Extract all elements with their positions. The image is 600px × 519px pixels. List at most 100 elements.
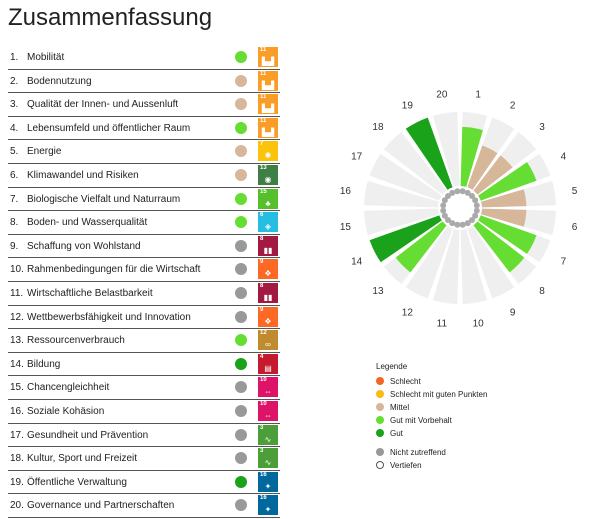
radar-segment-bg	[369, 153, 442, 201]
sdg-number: 4	[260, 353, 264, 360]
radar-bar-3	[473, 155, 513, 195]
water-icon: ◈	[264, 222, 272, 232]
radar-segment-bg	[364, 180, 439, 208]
criterion-name: Boden- und Wasserqualität	[27, 217, 148, 229]
legend-item: Gut mit Vorbehalt	[376, 415, 576, 428]
legend-label: Gut mit Vorbehalt	[390, 416, 452, 425]
heartbeat-icon: ∿	[264, 434, 272, 444]
legend-item: Nicht zutreffend	[376, 447, 576, 460]
sdg-badge: 4 ▤	[258, 353, 278, 374]
criterion-number: 3.	[10, 99, 19, 111]
legend-item: Gut	[376, 428, 576, 441]
sdg-number: 11	[260, 47, 267, 53]
rating-dot	[235, 286, 247, 299]
criterion-name: Wirtschaftliche Belastbarkeit	[27, 287, 153, 299]
criterion-row: 17. Gesundheit und Prävention 3 ∿	[8, 424, 280, 448]
criterion-number: 19.	[10, 476, 24, 488]
radar-center-dot	[441, 212, 448, 219]
city-icon: ▙▟	[261, 104, 275, 114]
criterion-number: 14.	[10, 358, 24, 370]
radar-bar-8	[473, 221, 525, 273]
radar-label: 2	[510, 101, 516, 112]
radar-bar-5	[481, 189, 527, 208]
radar-center-dot	[469, 217, 476, 224]
sdg-number: 10	[260, 400, 267, 407]
rating-dot	[235, 334, 247, 347]
city-icon: ▙▟	[261, 57, 275, 66]
criterion-row: 19. Öffentliche Verwaltung 16 ✦	[8, 471, 280, 495]
dove-icon: ✦	[264, 481, 272, 491]
sun-icon: ✺	[264, 151, 272, 161]
rating-dot	[235, 51, 247, 63]
sdg-badge: 13 ◉	[258, 164, 278, 185]
radar-center-dot	[440, 207, 447, 214]
radar-label: 1	[475, 89, 481, 100]
criterion-name: Soziale Kohäsion	[27, 405, 105, 417]
criterion-name: Schaffung von Wohlstand	[27, 240, 141, 252]
criterion-row: 9. Schaffung von Wohlstand 8 ▮▮	[8, 235, 280, 259]
rating-dot	[235, 357, 247, 370]
radar-label: 17	[351, 151, 363, 162]
criterion-row: 7. Biologische Vielfalt und Naturraum 15 ♣	[8, 188, 280, 212]
legend: Legende Schlecht Schlecht mit guten Punkt…	[376, 362, 576, 473]
chart-icon: ▮▮	[263, 245, 273, 255]
sdg-badge: 16 ✦	[258, 471, 278, 492]
sdg-number: 8	[260, 235, 264, 242]
radar-bar-6	[481, 208, 527, 227]
radar-center-dot	[472, 212, 479, 219]
radar-label: 12	[402, 307, 414, 318]
radar-label: 20	[436, 89, 448, 100]
tree-icon: ♣	[265, 198, 271, 208]
radar-center-dot	[444, 217, 451, 224]
legend-label: Nicht zutreffend	[390, 448, 446, 457]
sdg-number: 11	[260, 117, 267, 124]
rating-dot	[235, 381, 247, 394]
criteria-list: 1. Mobilität 11 ▙▟ 2. Bodennutzung 11 ▙▟ 3. Quali…	[8, 46, 280, 518]
radar-center-dot	[454, 188, 461, 195]
legend-item: Mittel	[376, 402, 576, 415]
criterion-number: 20.	[10, 500, 24, 512]
sdg-badge: 9 ❖	[258, 259, 278, 280]
criterion-number: 11.	[10, 287, 24, 299]
radar-label: 11	[437, 319, 448, 330]
criterion-number: 17.	[10, 429, 24, 441]
criterion-row: 14. Bildung 4 ▤	[8, 353, 280, 377]
cubes-icon: ❖	[264, 316, 272, 326]
criterion-number: 12.	[10, 311, 24, 323]
rating-dot	[235, 499, 247, 512]
rating-dot	[235, 74, 247, 87]
legend-label: Vertiefen	[390, 461, 422, 470]
rating-dot	[235, 475, 247, 488]
city-icon: ▙▟	[261, 80, 275, 90]
radar-bar-19	[405, 117, 453, 190]
rating-dot	[235, 145, 247, 158]
sdg-badge: 8 ▮▮	[258, 282, 278, 303]
criterion-name: Bildung	[27, 358, 61, 370]
criterion-name: Energie	[27, 146, 62, 158]
sdg-number: 9	[260, 306, 264, 313]
criterion-name: Öffentliche Verwaltung	[27, 476, 127, 488]
criterion-number: 5.	[10, 146, 19, 158]
sdg-number: 9	[260, 259, 264, 266]
radar-center-dot	[469, 192, 476, 199]
sdg-badge: 11 ▙▟	[258, 117, 278, 138]
sdg-number: 8	[260, 282, 264, 289]
radar-label: 10	[473, 319, 485, 330]
sdg-number: 3	[260, 448, 264, 455]
rating-dot	[235, 404, 247, 417]
heartbeat-icon: ∿	[264, 458, 272, 468]
criterion-number: 16.	[10, 405, 24, 417]
criterion-number: 2.	[10, 75, 19, 87]
criterion-row: 8. Boden- und Wasserqualität 6 ◈	[8, 211, 280, 235]
legend-label: Schlecht mit guten Punkten	[390, 390, 488, 399]
infinity-icon: ∞	[265, 340, 271, 350]
sdg-number: 11	[260, 70, 267, 77]
legend-swatch	[376, 403, 384, 411]
radar-label: 5	[572, 186, 578, 197]
sdg-badge: 8 ▮▮	[258, 235, 278, 256]
rating-dot	[235, 263, 247, 276]
criterion-row: 11. Wirtschaftliche Belastbarkeit 8 ▮▮	[8, 282, 280, 306]
radar-label: 15	[340, 222, 352, 233]
sdg-badge: 15 ♣	[258, 188, 278, 209]
sdg-badge: 10 ⇔	[258, 400, 278, 421]
